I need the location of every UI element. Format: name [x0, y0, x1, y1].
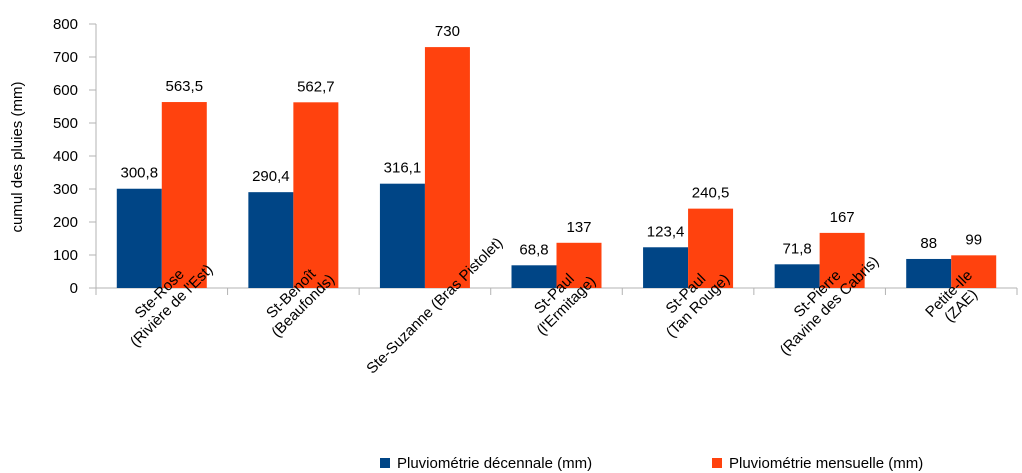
bar-mensuelle	[556, 242, 602, 288]
y-tick-label: 400	[53, 148, 78, 165]
data-label: 300,8	[121, 165, 159, 182]
y-tick-label: 700	[53, 49, 78, 66]
bar-mensuelle	[161, 102, 207, 288]
data-label: 290,4	[252, 168, 290, 185]
data-label: 316,1	[384, 160, 422, 177]
y-axis-title: cumul des pluies (mm)	[9, 82, 26, 233]
data-label: 562,7	[297, 78, 335, 95]
y-tick-label: 200	[53, 214, 78, 231]
bar-decennale	[248, 192, 294, 288]
legend-label-mensuelle: Pluviométrie mensuelle (mm)	[729, 455, 923, 472]
y-tick-label: 300	[53, 181, 78, 198]
bars	[116, 47, 997, 289]
bar-mensuelle	[951, 255, 997, 288]
bar-mensuelle	[688, 208, 734, 288]
bar-decennale	[116, 188, 162, 288]
y-tick-label: 600	[53, 82, 78, 99]
bar-mensuelle	[819, 232, 865, 288]
bar-decennale	[511, 265, 557, 288]
data-label: 563,5	[166, 78, 204, 95]
legend-swatch-mensuelle	[712, 458, 722, 468]
data-label: 123,4	[647, 223, 685, 240]
bar-decennale	[906, 258, 952, 288]
data-label: 167	[830, 209, 855, 226]
bar-decennale	[379, 183, 425, 288]
axes: 0 100 200 300 400 500 600 700 800	[53, 16, 1018, 297]
legend-swatch-decennale	[380, 458, 390, 468]
legend: Pluviométrie décennale (mm) Pluviométrie…	[380, 455, 923, 472]
bar-decennale	[774, 264, 820, 288]
y-tick-label: 500	[53, 115, 78, 132]
y-tick-label: 0	[70, 280, 78, 297]
data-label: 88	[920, 235, 937, 252]
data-labels: 300,8 290,4 316,1 68,8 123,4 71,8 88 563,5 562,7…	[121, 23, 983, 258]
data-label: 240,5	[692, 185, 730, 202]
legend-label-decennale: Pluviométrie décennale (mm)	[397, 455, 592, 472]
bar-mensuelle	[293, 102, 339, 289]
data-label: 68,8	[519, 241, 548, 258]
y-tick-label: 800	[53, 16, 78, 33]
data-label: 137	[566, 219, 591, 236]
bar-decennale	[643, 247, 689, 288]
data-label: 730	[435, 23, 460, 40]
data-label: 71,8	[783, 240, 812, 257]
bar-mensuelle	[424, 47, 470, 288]
y-tick-label: 100	[53, 247, 78, 264]
data-label: 99	[965, 231, 982, 248]
